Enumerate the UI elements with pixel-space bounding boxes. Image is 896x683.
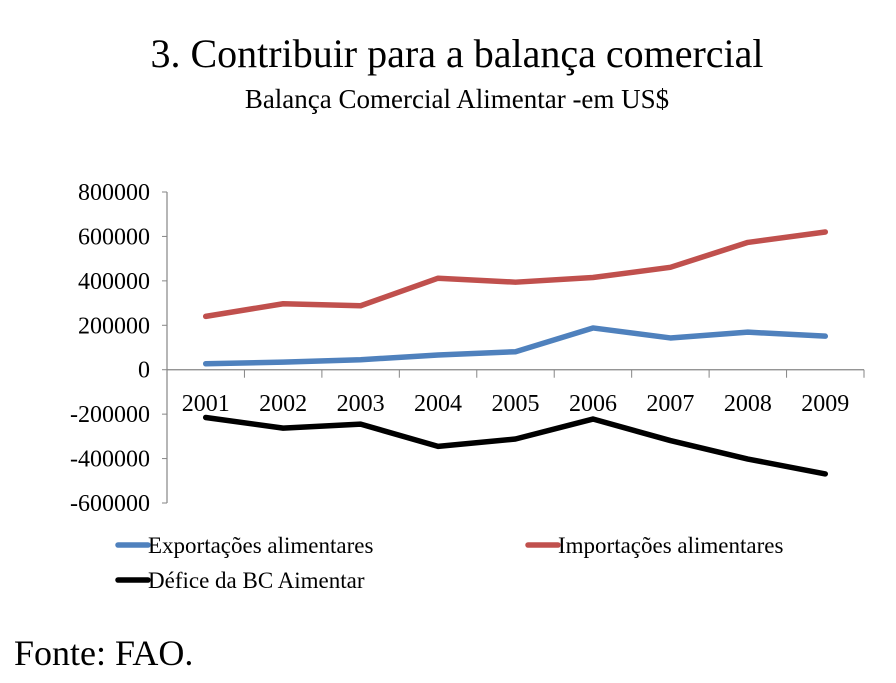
y-tick-label: 400000 bbox=[78, 269, 150, 295]
chart-title: 3. Contribuir para a balança comercial bbox=[150, 31, 764, 76]
x-tick-label: 2007 bbox=[646, 391, 694, 417]
legend-label: Défice da BC Aimentar bbox=[148, 568, 365, 593]
series-line bbox=[202, 229, 829, 320]
legend-label: Importações alimentares bbox=[558, 533, 783, 558]
series-line bbox=[202, 414, 829, 477]
x-tick-label: 2001 bbox=[182, 391, 230, 417]
source-note: Fonte: FAO. bbox=[14, 633, 194, 673]
chart-subtitle: Balança Comercial Alimentar -em US$ bbox=[244, 84, 670, 114]
x-tick-label: 2006 bbox=[569, 391, 617, 417]
x-tick-label: 2003 bbox=[337, 391, 385, 417]
x-tick-label: 2008 bbox=[724, 391, 772, 417]
y-tick-label: -200000 bbox=[70, 402, 150, 428]
y-tick-label: -600000 bbox=[70, 491, 150, 517]
x-tick-label: 2005 bbox=[492, 391, 540, 417]
y-tick-label: 0 bbox=[138, 358, 150, 384]
y-tick-label: 800000 bbox=[78, 180, 150, 206]
legend-label: Exportações alimentares bbox=[148, 533, 373, 558]
series-line bbox=[202, 325, 829, 367]
x-tick-label: 2009 bbox=[801, 391, 849, 417]
y-tick-label: 200000 bbox=[78, 313, 150, 339]
x-tick-label: 2004 bbox=[414, 391, 462, 417]
y-tick-label: -400000 bbox=[70, 447, 150, 473]
y-tick-label: 600000 bbox=[78, 224, 150, 250]
x-tick-label: 2002 bbox=[259, 391, 307, 417]
